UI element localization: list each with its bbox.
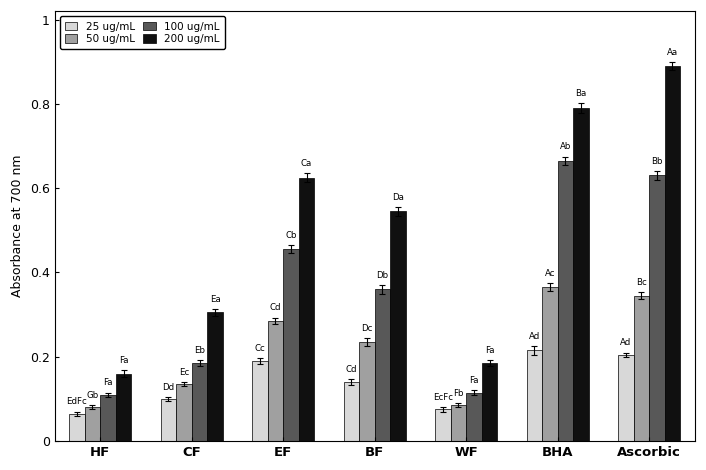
Bar (466, 392, 481, 441)
Bar (618, 355, 633, 441)
Bar (176, 384, 192, 441)
Bar (252, 361, 268, 441)
Text: Fa: Fa (485, 345, 494, 355)
Bar (85, 407, 100, 441)
Text: Ac: Ac (544, 269, 555, 278)
Text: EdFc: EdFc (66, 398, 88, 407)
Text: Ec: Ec (179, 368, 189, 377)
Text: EcFc: EcFc (433, 393, 453, 402)
Text: Ea: Ea (210, 295, 220, 304)
Bar (665, 66, 681, 441)
Text: Dc: Dc (361, 324, 373, 333)
Text: Gb: Gb (86, 391, 99, 400)
Bar (542, 287, 558, 441)
Bar (299, 178, 314, 441)
Text: Ad: Ad (620, 338, 631, 347)
Text: Ca: Ca (301, 159, 312, 168)
Bar (208, 313, 223, 441)
Bar (527, 351, 542, 441)
Bar (573, 108, 589, 441)
Bar (649, 175, 665, 441)
Text: Eb: Eb (194, 345, 205, 355)
Bar (192, 363, 208, 441)
Text: Bc: Bc (636, 278, 647, 287)
Bar (359, 342, 375, 441)
Text: Cb: Cb (285, 231, 297, 240)
Text: Cd: Cd (270, 304, 281, 313)
Text: Fa: Fa (469, 376, 479, 385)
Bar (633, 296, 649, 441)
Legend: 25 ug/mL, 50 ug/mL, 100 ug/mL, 200 ug/mL: 25 ug/mL, 50 ug/mL, 100 ug/mL, 200 ug/mL (60, 16, 225, 49)
Bar (283, 249, 299, 441)
Bar (161, 399, 176, 441)
Bar (558, 161, 573, 441)
Text: Fa: Fa (103, 378, 113, 387)
Text: Bb: Bb (651, 157, 663, 166)
Text: Ba: Ba (575, 89, 587, 98)
Bar (450, 405, 466, 441)
Bar (481, 363, 497, 441)
Bar (69, 414, 85, 441)
Text: Da: Da (392, 193, 404, 202)
Text: Db: Db (376, 271, 388, 280)
Bar (375, 290, 390, 441)
Bar (100, 395, 116, 441)
Bar (435, 409, 450, 441)
Text: Fb: Fb (453, 389, 464, 398)
Text: Dd: Dd (162, 383, 174, 392)
Bar (390, 212, 406, 441)
Text: Aa: Aa (667, 47, 678, 56)
Bar (268, 321, 283, 441)
Text: Cd: Cd (346, 365, 357, 374)
Text: Ad: Ad (529, 332, 540, 341)
Text: Ab: Ab (560, 142, 571, 151)
Bar (344, 382, 359, 441)
Text: Cc: Cc (255, 344, 265, 352)
Text: Fa: Fa (119, 356, 128, 365)
Y-axis label: Absorbance at 700 nm: Absorbance at 700 nm (11, 155, 24, 298)
Bar (116, 374, 131, 441)
